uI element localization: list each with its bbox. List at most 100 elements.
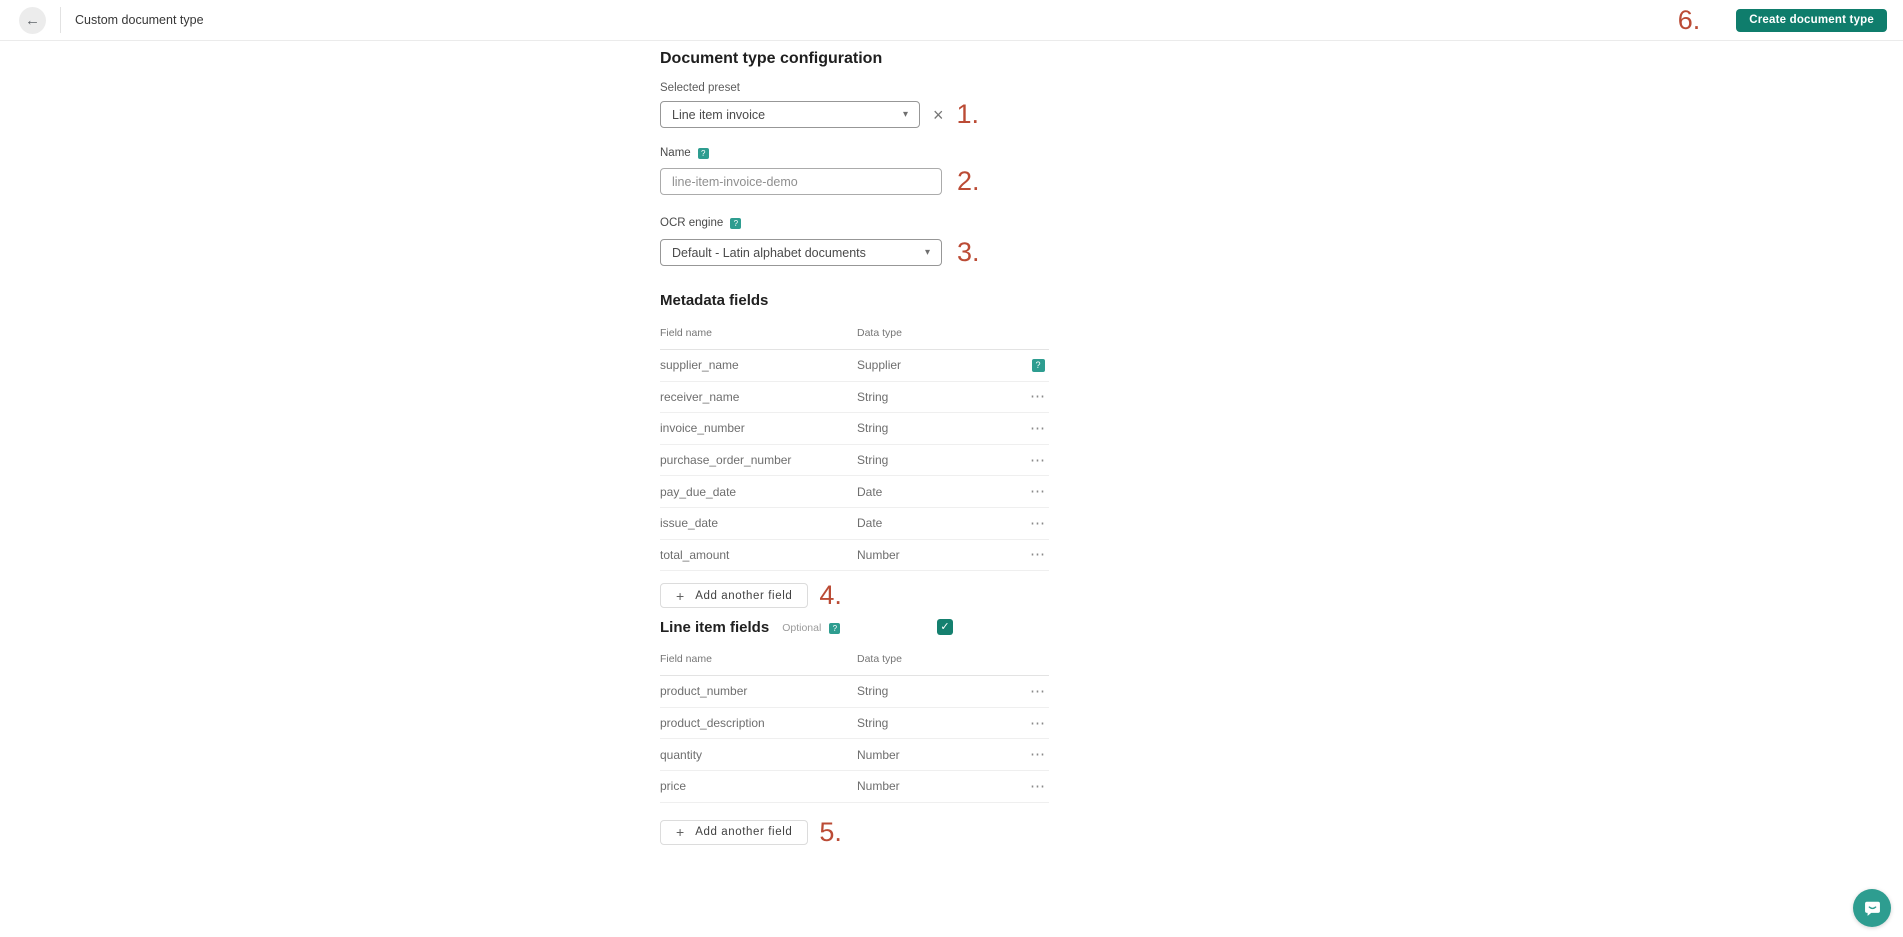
- row-action: ⋯: [1027, 684, 1049, 699]
- field-data-type: String: [857, 684, 889, 699]
- field-name: quantity: [660, 747, 703, 762]
- checkmark-icon: ✓: [940, 621, 950, 634]
- chevron-down-icon: ▾: [902, 109, 908, 120]
- field-data-type: Number: [857, 547, 900, 562]
- selected-preset-label: Selected preset: [660, 82, 740, 94]
- add-metadata-field-button[interactable]: + Add another field: [660, 583, 809, 609]
- metadata-fields-title: Metadata fields: [660, 292, 769, 309]
- plus-icon: +: [676, 824, 685, 841]
- field-name: pay_due_date: [660, 484, 737, 499]
- field-data-type: String: [857, 389, 889, 404]
- field-data-type: Date: [857, 516, 883, 531]
- back-button[interactable]: ←: [19, 6, 46, 34]
- row-action: ⋯: [1027, 453, 1049, 468]
- name-input[interactable]: [660, 168, 942, 195]
- row-menu-icon[interactable]: ⋯: [1030, 546, 1046, 564]
- column-field-name: Field name: [660, 653, 712, 666]
- line-item-fields-checkbox[interactable]: ✓: [937, 619, 953, 636]
- line-item-help-icon[interactable]: ?: [829, 622, 841, 634]
- column-data-type: Data type: [857, 327, 902, 339]
- field-data-type: Date: [857, 484, 883, 499]
- metadata-add-row: + Add another field 4.: [660, 582, 1049, 609]
- table-row: pay_due_date Date ⋯: [660, 476, 1049, 508]
- ocr-help-icon[interactable]: ?: [730, 217, 742, 229]
- row-menu-icon[interactable]: ⋯: [1030, 514, 1046, 532]
- chat-bubble-icon: [1864, 901, 1880, 916]
- field-name: price: [660, 779, 687, 794]
- page-title: Custom document type: [75, 13, 204, 27]
- metadata-table-header: Field name Data type: [660, 327, 1049, 350]
- row-menu-icon[interactable]: ⋯: [1030, 451, 1046, 469]
- table-row: price Number ⋯: [660, 771, 1049, 803]
- preset-value: Line item invoice: [672, 107, 766, 122]
- table-row: issue_date Date ⋯: [660, 508, 1049, 540]
- row-menu-icon[interactable]: ⋯: [1030, 419, 1046, 437]
- annotation-6: 6.: [1677, 4, 1701, 35]
- create-document-type-button[interactable]: Create document type: [1736, 8, 1887, 32]
- field-data-type: Number: [857, 779, 900, 794]
- row-menu-icon[interactable]: ⋯: [1030, 682, 1046, 700]
- chevron-down-icon: ▾: [924, 247, 930, 258]
- ocr-engine-label: OCR engine ?: [660, 216, 1049, 230]
- table-row: receiver_name String ⋯: [660, 382, 1049, 414]
- annotation-1: 1.: [956, 99, 980, 129]
- line-item-fields-title: Line item fields: [660, 619, 770, 637]
- field-name: issue_date: [660, 516, 719, 531]
- row-action: ⋯: [1027, 716, 1049, 731]
- row-menu-icon[interactable]: ⋯: [1030, 714, 1046, 732]
- row-action: ⋯: [1027, 779, 1049, 794]
- name-help-icon[interactable]: ?: [697, 147, 709, 159]
- field-name: receiver_name: [660, 389, 740, 404]
- annotation-5: 5.: [819, 816, 842, 847]
- field-name: invoice_number: [660, 421, 745, 436]
- row-menu-icon[interactable]: ⋯: [1030, 746, 1046, 764]
- header-actions: 6. Create document type: [1677, 4, 1887, 35]
- header-divider: [60, 7, 61, 33]
- table-row: invoice_number String ⋯: [660, 413, 1049, 445]
- clear-preset-icon[interactable]: ×: [933, 104, 944, 125]
- field-name: purchase_order_number: [660, 453, 792, 468]
- chat-launcher-button[interactable]: [1853, 889, 1891, 927]
- annotation-2: 2.: [957, 166, 980, 196]
- back-arrow-icon: ←: [25, 11, 40, 29]
- row-action: ⋯: [1027, 547, 1049, 562]
- field-name: supplier_name: [660, 358, 739, 373]
- row-action: ⋯: [1027, 389, 1049, 404]
- line-item-add-row: + Add another field 5.: [660, 816, 1049, 847]
- document-type-form: Document type configuration Selected pre…: [660, 41, 1049, 846]
- row-action: ⋯: [1027, 421, 1049, 436]
- table-row: quantity Number ⋯: [660, 739, 1049, 771]
- line-item-fields-header: Line item fields Optional ? ✓: [660, 617, 1049, 639]
- field-name: total_amount: [660, 547, 730, 562]
- table-row: supplier_name Supplier?: [660, 350, 1049, 382]
- field-data-type: Supplier: [857, 358, 902, 373]
- field-data-type: String: [857, 716, 889, 731]
- optional-label: Optional: [782, 622, 822, 635]
- row-menu-icon[interactable]: ⋯: [1030, 388, 1046, 406]
- row-menu-icon[interactable]: ⋯: [1030, 777, 1046, 795]
- field-data-type: String: [857, 421, 889, 436]
- metadata-table-body: supplier_name Supplier? receiver_name Strin…: [660, 350, 1049, 572]
- column-field-name: Field name: [660, 327, 712, 339]
- help-icon[interactable]: ?: [1031, 358, 1045, 372]
- line-item-table-header: Field name Data type: [660, 653, 1049, 677]
- field-data-type: Number: [857, 747, 900, 762]
- row-action: ⋯: [1027, 484, 1049, 499]
- add-line-item-field-button[interactable]: + Add another field: [660, 819, 809, 845]
- table-row: total_amount Number ⋯: [660, 540, 1049, 572]
- preset-select[interactable]: Line item invoice ▾: [660, 101, 920, 128]
- name-row: 2.: [660, 168, 1049, 195]
- annotation-3: 3.: [957, 237, 980, 267]
- field-name: product_description: [660, 716, 765, 731]
- ocr-engine-select[interactable]: Default - Latin alphabet documents ▾: [660, 239, 942, 266]
- line-item-table-body: product_number String ⋯ product_description…: [660, 676, 1049, 803]
- annotation-4: 4.: [819, 580, 842, 611]
- field-name: product_number: [660, 684, 748, 699]
- form-title: Document type configuration: [660, 50, 883, 67]
- table-row: purchase_order_number String ⋯: [660, 445, 1049, 477]
- row-menu-icon[interactable]: ⋯: [1030, 483, 1046, 501]
- table-row: product_description String ⋯: [660, 708, 1049, 740]
- ocr-engine-value: Default - Latin alphabet documents: [672, 245, 866, 260]
- ocr-engine-row: Default - Latin alphabet documents ▾ 3.: [660, 239, 1049, 266]
- field-data-type: String: [857, 453, 889, 468]
